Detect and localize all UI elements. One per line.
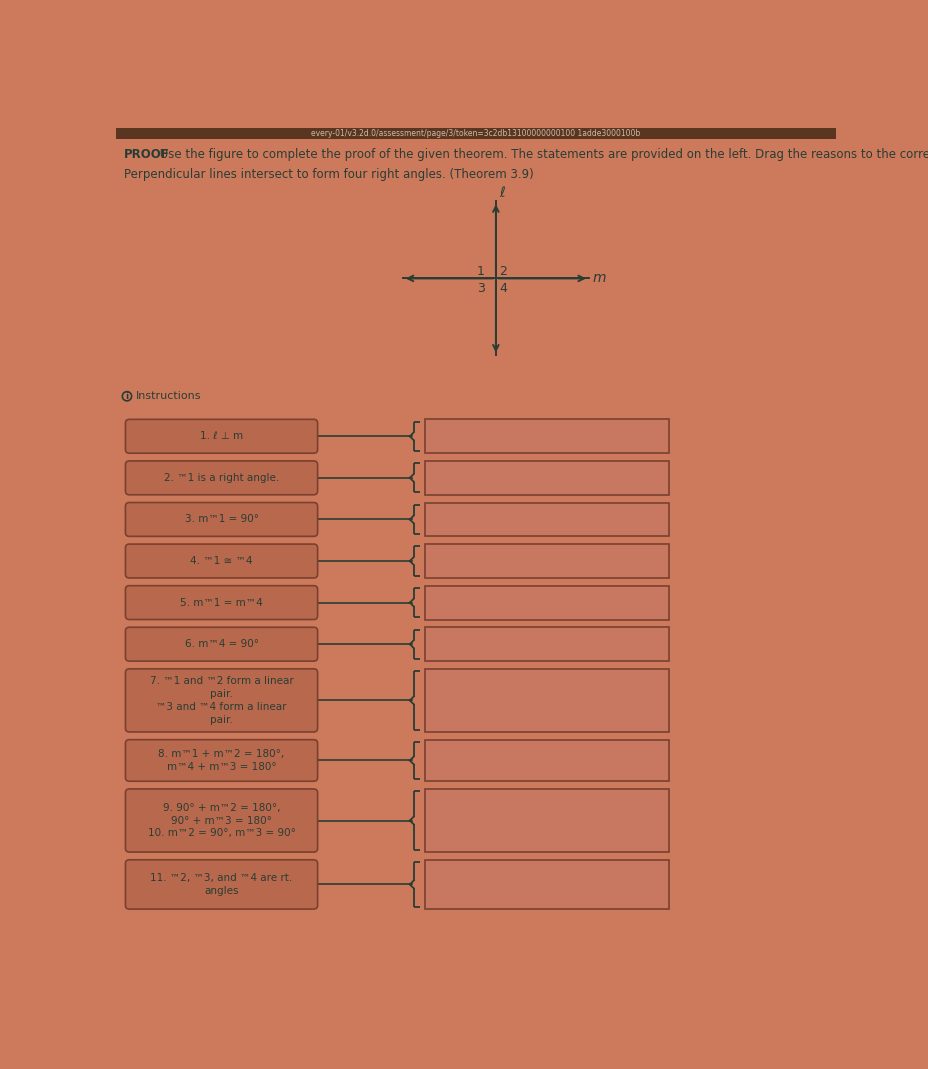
FancyBboxPatch shape (125, 789, 317, 852)
Text: $m$: $m$ (591, 270, 606, 284)
Bar (424, 544, 669, 578)
Bar (424, 789, 669, 852)
Text: Instructions: Instructions (136, 391, 201, 401)
Bar (116, 128, 835, 139)
Text: 4: 4 (498, 281, 507, 295)
Text: i: i (125, 391, 128, 401)
FancyBboxPatch shape (125, 669, 317, 732)
Text: Use the figure to complete the proof of the given theorem. The statements are pr: Use the figure to complete the proof of … (156, 149, 928, 161)
FancyBboxPatch shape (125, 628, 317, 661)
Bar (424, 859, 669, 909)
Text: 2: 2 (498, 264, 507, 278)
Text: 2. ™1 is a right angle.: 2. ™1 is a right angle. (163, 472, 278, 483)
Bar (424, 586, 669, 620)
Text: 6. m™4 = 90°: 6. m™4 = 90° (185, 639, 258, 649)
Text: $\ell$: $\ell$ (498, 185, 506, 200)
Bar (424, 740, 669, 781)
FancyBboxPatch shape (125, 419, 317, 453)
FancyBboxPatch shape (125, 461, 317, 495)
Bar (424, 502, 669, 537)
FancyBboxPatch shape (125, 544, 317, 578)
Text: 5. m™1 = m™4: 5. m™1 = m™4 (180, 598, 263, 607)
FancyBboxPatch shape (125, 859, 317, 909)
FancyBboxPatch shape (125, 740, 317, 781)
Text: 4. ™1 ≅ ™4: 4. ™1 ≅ ™4 (190, 556, 252, 566)
Bar (424, 669, 669, 732)
Bar (424, 419, 669, 453)
Text: PROOF: PROOF (123, 149, 170, 161)
FancyBboxPatch shape (125, 586, 317, 620)
Text: 3. m™1 = 90°: 3. m™1 = 90° (185, 514, 258, 525)
Text: 1: 1 (477, 264, 484, 278)
Text: 7. ™1 and ™2 form a linear
pair.
™3 and ™4 form a linear
pair.: 7. ™1 and ™2 form a linear pair. ™3 and … (149, 677, 293, 725)
Text: every-01/v3.2d.0/assessment/page/3/token=3c2db13100000000100 1adde3000100b: every-01/v3.2d.0/assessment/page/3/token… (311, 129, 639, 138)
Bar (424, 461, 669, 495)
Text: Perpendicular lines intersect to form four right angles. (Theorem 3.9): Perpendicular lines intersect to form fo… (123, 168, 533, 182)
Text: 3: 3 (477, 281, 484, 295)
FancyBboxPatch shape (125, 502, 317, 537)
Bar (424, 628, 669, 661)
Text: 11. ™2, ™3, and ™4 are rt.
angles: 11. ™2, ™3, and ™4 are rt. angles (150, 873, 292, 896)
Text: 1. ℓ ⊥ m: 1. ℓ ⊥ m (200, 431, 243, 441)
Text: 8. m™1 + m™2 = 180°,
m™4 + m™3 = 180°: 8. m™1 + m™2 = 180°, m™4 + m™3 = 180° (159, 749, 284, 772)
Text: 9. 90° + m™2 = 180°,
90° + m™3 = 180°
10. m™2 = 90°, m™3 = 90°: 9. 90° + m™2 = 180°, 90° + m™3 = 180° 10… (148, 803, 295, 838)
